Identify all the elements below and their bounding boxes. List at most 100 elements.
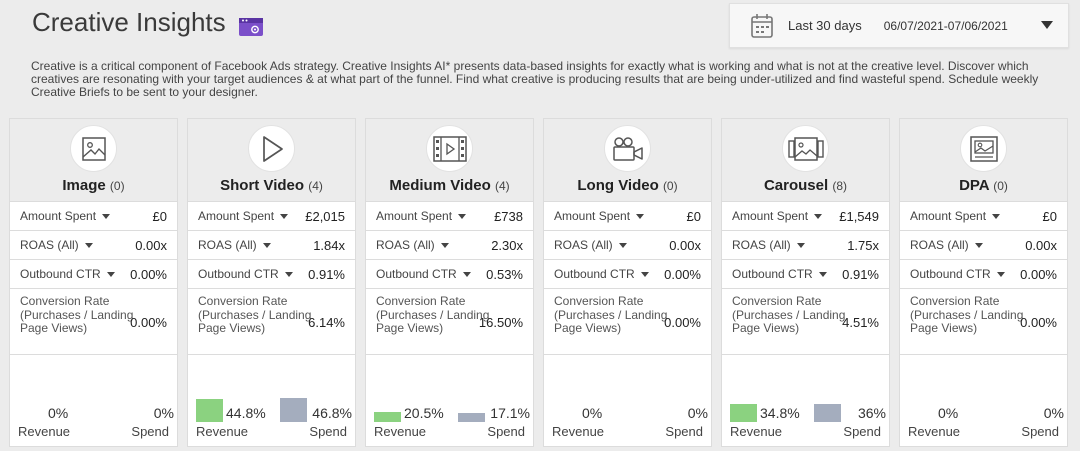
roas-dropdown[interactable]: ROAS (All) (554, 238, 627, 252)
chevron-down-icon[interactable] (1040, 20, 1054, 30)
caret-down-icon (462, 271, 471, 277)
roas-row: ROAS (All) 0.00x (900, 231, 1067, 260)
amount-spent-row: Amount Spent £2,015 (188, 202, 355, 231)
roas-row: ROAS (All) 0.00x (544, 231, 711, 260)
ctr-dropdown[interactable]: Outbound CTR (20, 267, 115, 281)
roas-dropdown[interactable]: ROAS (All) (732, 238, 805, 252)
amount-spent-dropdown[interactable]: Amount Spent (20, 209, 111, 223)
ctr-dropdown[interactable]: Outbound CTR (910, 267, 1005, 281)
ctr-value: 0.91% (842, 266, 879, 282)
revenue-bar (196, 399, 223, 422)
roas-row: ROAS (All) 1.75x (722, 231, 889, 260)
conversion-rate-value: 4.51% (842, 315, 879, 330)
spend-label: Spend (487, 424, 525, 439)
revenue-spend-chart: 0% 0% Revenue Spend (544, 355, 711, 448)
catalog-icon (969, 135, 998, 162)
caret-down-icon (996, 271, 1005, 277)
spend-share: 36% (857, 405, 886, 421)
conversion-rate-row: Conversion Rate (Purchases / Landing Pag… (544, 289, 711, 355)
spend-share: 46.8% (312, 405, 352, 421)
caret-down-icon (440, 242, 449, 248)
amount-spent-dropdown[interactable]: Amount Spent (554, 209, 645, 223)
card-title: Carousel (8) (722, 177, 889, 194)
creative-type-name: Long Video (577, 177, 659, 194)
spend-label: Spend (309, 424, 347, 439)
date-preset-label: Last 30 days (788, 18, 862, 33)
ai-browser-icon[interactable] (238, 13, 264, 36)
revenue-spend-chart: 20.5% 17.1% Revenue Spend (366, 355, 533, 448)
spend-label: Spend (1021, 424, 1059, 439)
roas-dropdown[interactable]: ROAS (All) (198, 238, 271, 252)
card-header: DPA (0) (900, 119, 1067, 202)
creative-count: (4) (494, 179, 510, 193)
caret-down-icon (796, 242, 805, 248)
roas-dropdown[interactable]: ROAS (All) (376, 238, 449, 252)
carousel-icon (787, 136, 824, 161)
spend-label: Spend (131, 424, 169, 439)
amount-spent-row: Amount Spent £0 (900, 202, 1067, 231)
caret-down-icon (84, 242, 93, 248)
ctr-dropdown[interactable]: Outbound CTR (198, 267, 293, 281)
ctr-row: Outbound CTR 0.91% (722, 260, 889, 289)
amount-spent-row: Amount Spent £738 (366, 202, 533, 231)
revenue-label: Revenue (374, 424, 427, 439)
revenue-label: Revenue (18, 424, 71, 439)
revenue-share: 20.5% (404, 405, 444, 421)
card-title: DPA (0) (900, 177, 1067, 194)
conversion-rate-row: Conversion Rate (Purchases / Landing Pag… (900, 289, 1067, 355)
play-icon (262, 135, 283, 162)
amount-spent-dropdown[interactable]: Amount Spent (732, 209, 823, 223)
conversion-rate-label: Conversion Rate (Purchases / Landing Pag… (732, 294, 846, 335)
ctr-row: Outbound CTR 0.53% (366, 260, 533, 289)
conversion-rate-label: Conversion Rate (Purchases / Landing Pag… (20, 294, 134, 335)
ctr-dropdown[interactable]: Outbound CTR (554, 267, 649, 281)
amount-spent-dropdown[interactable]: Amount Spent (910, 209, 1001, 223)
creative-type-name: DPA (959, 177, 990, 194)
creative-count: (0) (662, 179, 678, 193)
amount-spent-row: Amount Spent £0 (544, 202, 711, 231)
ctr-dropdown[interactable]: Outbound CTR (732, 267, 827, 281)
revenue-spend-chart: 0% 0% Revenue Spend (10, 355, 177, 448)
creative-type-icon (248, 125, 295, 172)
amount-spent-dropdown[interactable]: Amount Spent (376, 209, 467, 223)
conversion-rate-row: Conversion Rate (Purchases / Landing Pag… (722, 289, 889, 355)
spend-share: 0% (1043, 405, 1064, 421)
creative-type-icon (960, 125, 1007, 172)
revenue-share: 0% (48, 405, 69, 421)
creative-card-image: Image (0) Amount Spent £0 ROAS (All) 0.0… (9, 118, 178, 447)
roas-value: 0.00x (669, 237, 701, 253)
film-icon (432, 135, 467, 162)
revenue-share: 0% (582, 405, 603, 421)
creative-count: (0) (993, 179, 1008, 193)
amount-spent-dropdown[interactable]: Amount Spent (198, 209, 289, 223)
conversion-rate-value: 0.00% (130, 315, 167, 330)
roas-value: 1.75x (847, 237, 879, 253)
roas-row: ROAS (All) 2.30x (366, 231, 533, 260)
conversion-rate-value: 0.00% (664, 315, 701, 330)
roas-dropdown[interactable]: ROAS (All) (20, 238, 93, 252)
conversion-rate-value: 0.00% (1020, 315, 1057, 330)
conversion-rate-value: 16.50% (478, 315, 523, 330)
ctr-value: 0.53% (486, 266, 523, 282)
ctr-value: 0.00% (1020, 266, 1057, 282)
amount-spent-row: Amount Spent £1,549 (722, 202, 889, 231)
conversion-rate-row: Conversion Rate (Purchases / Landing Pag… (10, 289, 177, 355)
creative-type-icon (782, 125, 829, 172)
revenue-share: 44.8% (226, 405, 266, 421)
ctr-value: 0.91% (308, 266, 345, 282)
creative-type-icon (70, 125, 117, 172)
amount-spent-row: Amount Spent £0 (10, 202, 177, 231)
caret-down-icon (640, 271, 649, 277)
conversion-rate-label: Conversion Rate (Purchases / Landing Pag… (376, 294, 490, 335)
conversion-rate-label: Conversion Rate (Purchases / Landing Pag… (554, 294, 668, 335)
roas-dropdown[interactable]: ROAS (All) (910, 238, 983, 252)
ctr-dropdown[interactable]: Outbound CTR (376, 267, 471, 281)
date-range-picker[interactable]: Last 30 days 06/07/2021-07/06/2021 (729, 3, 1069, 48)
card-header: Image (0) (10, 119, 177, 202)
ctr-row: Outbound CTR 0.00% (544, 260, 711, 289)
creative-type-icon (604, 125, 651, 172)
amount-spent-value: £2,015 (305, 208, 345, 224)
spend-bar (458, 413, 485, 422)
ctr-value: 0.00% (664, 266, 701, 282)
conversion-rate-label: Conversion Rate (Purchases / Landing Pag… (910, 294, 1024, 335)
